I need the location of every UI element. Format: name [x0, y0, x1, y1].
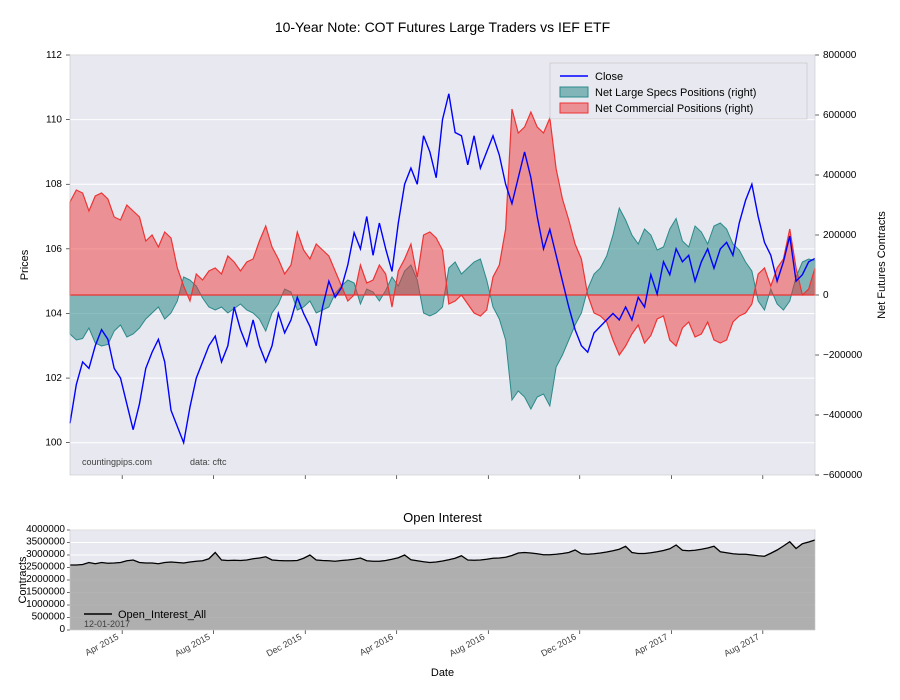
- x-axis-label: Date: [431, 667, 454, 679]
- sub-title: Open Interest: [403, 510, 482, 525]
- sub-ytick: 2000000: [26, 574, 65, 585]
- ytick-left: 108: [45, 179, 62, 190]
- xtick-label: Aug 2017: [722, 632, 761, 659]
- legend-commercial: Net Commercial Positions (right): [595, 103, 753, 115]
- ytick-right: −200000: [823, 350, 863, 361]
- ytick-left: 102: [45, 373, 62, 384]
- ylabel-right: Net Futures Contracts: [876, 211, 888, 319]
- ytick-right: 400000: [823, 170, 857, 181]
- ytick-right: −600000: [823, 470, 863, 481]
- xtick-label: Dec 2015: [265, 632, 304, 659]
- ytick-left: 110: [46, 115, 62, 126]
- sub-ylabel: Contracts: [17, 556, 29, 604]
- source-left: countingpips.com: [82, 457, 152, 467]
- sub-ytick: 4000000: [26, 524, 65, 535]
- xtick-label: Apr 2015: [83, 632, 120, 658]
- ytick-right: 200000: [823, 230, 857, 241]
- ytick-right: −400000: [823, 410, 863, 421]
- ytick-left: 106: [45, 244, 62, 255]
- ytick-left: 112: [46, 50, 62, 61]
- main-title: 10-Year Note: COT Futures Large Traders …: [275, 19, 610, 35]
- ytick-left: 104: [45, 308, 62, 319]
- sub-legend: Open_Interest_All: [118, 609, 206, 621]
- xtick-label: Dec 2016: [539, 632, 578, 659]
- xtick-label: Aug 2015: [173, 632, 212, 659]
- xtick-label: Apr 2016: [358, 632, 395, 658]
- sub-ytick: 0: [59, 624, 65, 635]
- xtick-label: Apr 2017: [632, 632, 669, 658]
- sub-ytick: 1500000: [26, 587, 65, 598]
- legend-specs: Net Large Specs Positions (right): [595, 87, 756, 99]
- sub-ytick: 2500000: [26, 562, 65, 573]
- ytick-right: 800000: [823, 50, 857, 61]
- ylabel-left: Prices: [19, 249, 31, 280]
- legend-close: Close: [595, 71, 623, 83]
- source-right: data: cftc: [190, 457, 227, 467]
- sub-ytick: 1000000: [26, 599, 65, 610]
- sub-ytick: 3500000: [26, 537, 65, 548]
- ytick-right: 600000: [823, 110, 857, 121]
- ytick-right: 0: [823, 290, 829, 301]
- sub-ytick: 3000000: [26, 549, 65, 560]
- chart-container: 10-Year Note: COT Futures Large Traders …: [10, 10, 890, 690]
- sub-ytick: 500000: [32, 612, 66, 623]
- chart-svg: 10-Year Note: COT Futures Large Traders …: [10, 10, 890, 690]
- date-note: 12-01-2017: [84, 619, 130, 629]
- xtick-label: Aug 2016: [448, 632, 487, 659]
- ytick-left: 100: [45, 438, 62, 449]
